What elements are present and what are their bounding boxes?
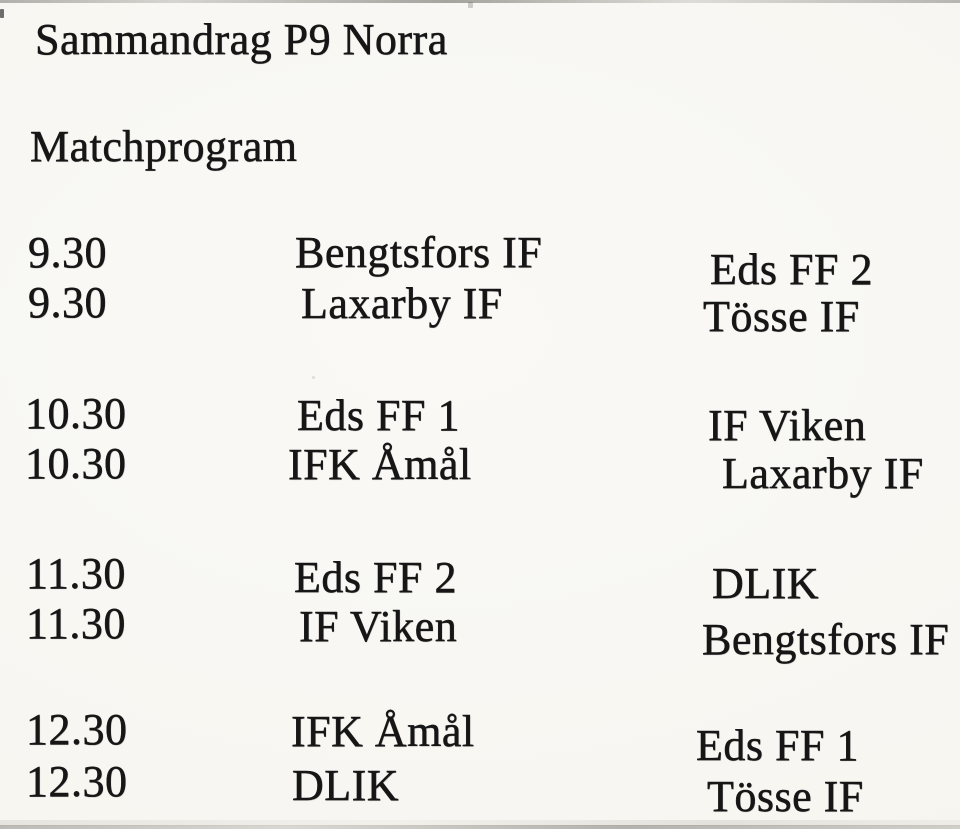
section-heading: Matchprogram: [30, 122, 298, 171]
scan-speck: [468, 2, 473, 8]
match-time: 12.30: [26, 705, 128, 754]
match-time: 9.30: [28, 278, 107, 327]
home-team: Eds FF 1: [297, 391, 460, 440]
scan-speck: [0, 9, 4, 18]
match-time: 9.30: [28, 228, 107, 277]
match-time: 12.30: [26, 757, 128, 806]
home-team: DLIK: [292, 761, 400, 810]
match-time: 10.30: [25, 439, 127, 488]
away-team: Laxarby IF: [722, 449, 924, 498]
away-team: IF Viken: [708, 401, 867, 450]
home-team: Laxarby IF: [301, 279, 503, 328]
home-team: Eds FF 2: [294, 553, 457, 602]
away-team: Eds FF 1: [696, 721, 859, 770]
away-team: Tösse IF: [707, 772, 864, 821]
away-team: Eds FF 2: [710, 245, 873, 294]
scan-edge-bottom: [0, 825, 960, 829]
away-team: Tösse IF: [703, 292, 860, 341]
home-team: Bengtsfors IF: [295, 228, 543, 277]
scan-edge-top: [0, 0, 960, 3]
scan-smudge-bottom: [0, 820, 960, 826]
match-time: 11.30: [26, 599, 126, 648]
away-team: Bengtsfors IF: [702, 615, 950, 664]
home-team: IFK Åmål: [288, 440, 472, 489]
match-time: 11.30: [26, 549, 126, 598]
home-team: IFK Åmål: [291, 707, 475, 756]
away-team: DLIK: [712, 559, 820, 608]
scan-speck: [312, 376, 315, 379]
page-title: Sammandrag P9 Norra: [35, 15, 448, 64]
match-time: 10.30: [25, 389, 127, 438]
home-team: IF Viken: [299, 602, 458, 651]
